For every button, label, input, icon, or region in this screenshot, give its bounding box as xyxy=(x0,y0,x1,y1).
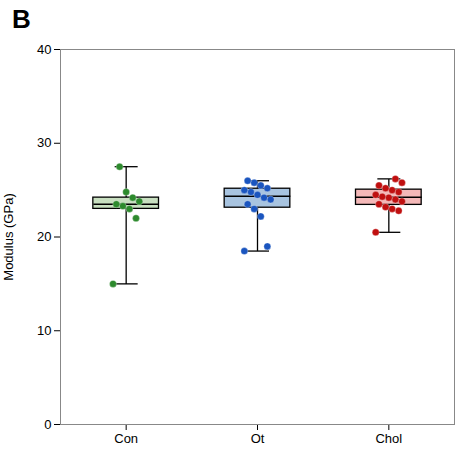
svg-text:40: 40 xyxy=(37,42,51,57)
html-text:B: B xyxy=(12,4,31,34)
svg-text:Modulus (GPa): Modulus (GPa) xyxy=(1,193,16,280)
svg-text:0: 0 xyxy=(44,417,51,432)
svg-text:Con: Con xyxy=(114,431,138,446)
svg-text:30: 30 xyxy=(37,135,51,150)
svg-text:10: 10 xyxy=(37,323,51,338)
svg-text:20: 20 xyxy=(37,229,51,244)
svg-text:Chol: Chol xyxy=(375,431,402,446)
svg-text:Ot: Ot xyxy=(251,431,265,446)
